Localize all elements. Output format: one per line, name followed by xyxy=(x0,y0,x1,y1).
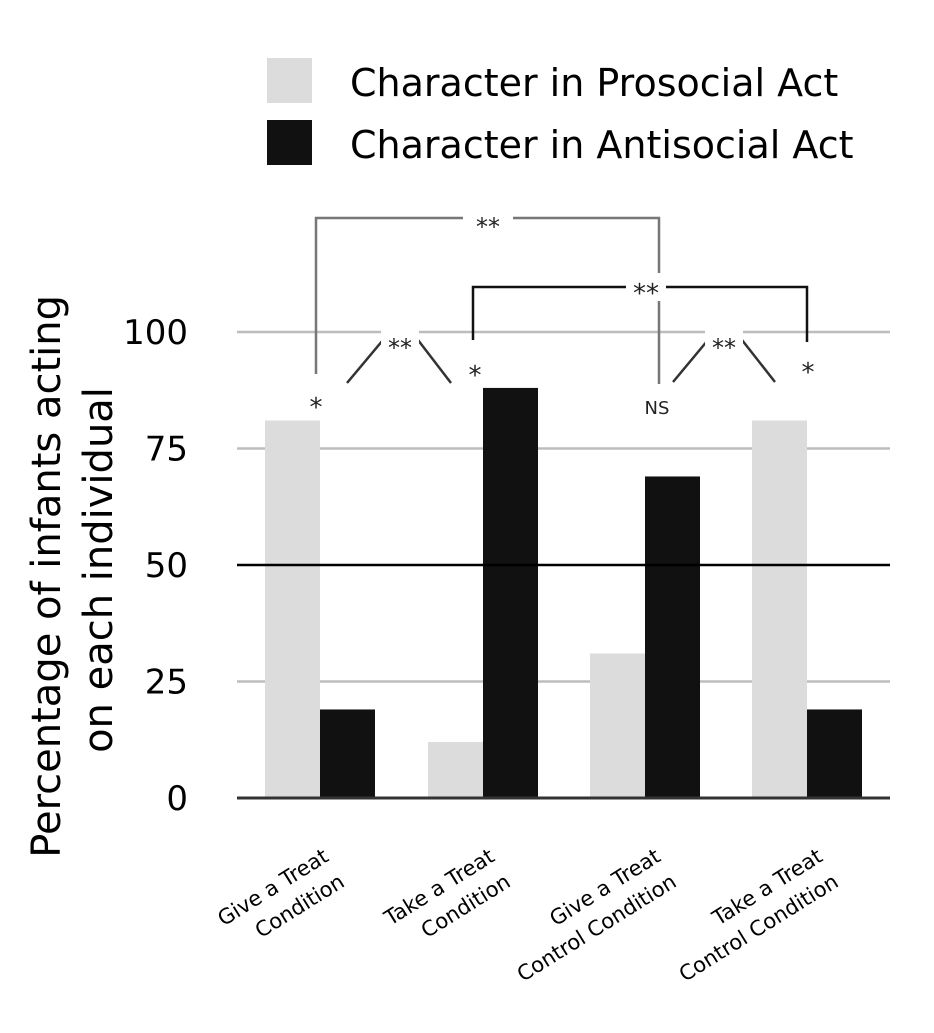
y-axis-label: Percentage of infants acting on each ind… xyxy=(24,282,122,857)
bar-antisocial-2 xyxy=(483,387,538,798)
sig-mark-bracket-2: ** xyxy=(633,279,659,309)
legend-swatch-antisocial xyxy=(267,120,312,165)
bar-prosocial-1 xyxy=(265,420,320,798)
category-label-1: Give a TreatCondition xyxy=(213,844,348,956)
y-axis-label-line-1: Percentage of infants acting xyxy=(24,295,70,858)
significance-annotations: **NS*** ****** xyxy=(310,206,815,423)
y-axis-label-line-2: on each individual xyxy=(76,387,122,753)
y-ticks: 0 25 50 75 100 xyxy=(123,313,188,819)
y-tick-label: 75 xyxy=(145,430,188,470)
connector-label-bg-1 xyxy=(381,328,419,356)
y-tick-label: 0 xyxy=(166,779,188,819)
legend-label-antisocial: Character in Antisocial Act xyxy=(350,123,853,167)
sig-mark-between-1: ** xyxy=(388,334,412,362)
category-label-3: Give a TreatControl Condition xyxy=(497,844,681,987)
category-label-2: Take a TreatCondition xyxy=(379,844,514,956)
bar-antisocial-4 xyxy=(807,709,862,798)
bar-antisocial-3 xyxy=(645,476,700,798)
legend-label-prosocial: Character in Prosocial Act xyxy=(350,61,838,105)
connector-label-bg-2 xyxy=(705,328,743,356)
bar-antisocial-1 xyxy=(320,709,375,798)
bracket-2-label-bg xyxy=(626,273,666,301)
reference-lines xyxy=(237,563,890,800)
legend-swatch-prosocial xyxy=(267,58,312,103)
sig-mark-bar-1: * xyxy=(310,393,323,423)
y-tick-label: 100 xyxy=(123,313,188,353)
sig-mark-between-2: ** xyxy=(712,334,736,362)
bars xyxy=(265,387,862,798)
sig-mark-bar-3: NS xyxy=(645,398,670,419)
bar-prosocial-4 xyxy=(752,420,807,798)
y-tick-label: 25 xyxy=(145,663,188,703)
bracket-1-label-bg xyxy=(463,206,513,232)
y-tick-label: 50 xyxy=(145,546,188,586)
category-labels: Give a TreatCondition Take a TreatConditi… xyxy=(213,844,842,987)
bar-prosocial-2 xyxy=(428,742,483,798)
sig-mark-bracket-1: ** xyxy=(476,213,500,241)
category-label-4: Take a TreatControl Condition xyxy=(659,844,843,987)
legend: Character in Prosocial Act Character in … xyxy=(267,58,853,167)
sig-mark-bar-2: * xyxy=(469,361,482,391)
sig-mark-bar-4: * xyxy=(802,358,815,388)
bar-prosocial-3 xyxy=(590,653,645,798)
